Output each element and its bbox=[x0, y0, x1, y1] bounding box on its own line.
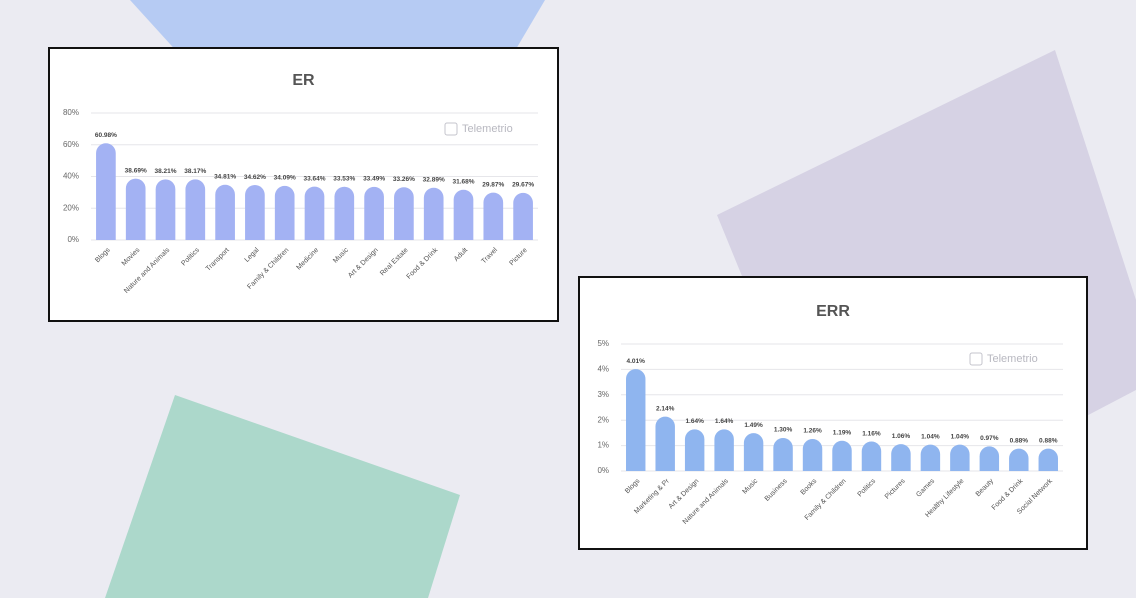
y-tick-label: 0% bbox=[67, 235, 79, 244]
value-label: 1.64% bbox=[715, 418, 734, 425]
y-tick-label: 80% bbox=[63, 108, 79, 117]
y-tick-label: 20% bbox=[63, 203, 79, 212]
value-label: 33.49% bbox=[363, 176, 385, 183]
value-label: 1.49% bbox=[744, 422, 763, 429]
value-label: 0.88% bbox=[1039, 437, 1058, 444]
value-label: 1.04% bbox=[951, 433, 970, 440]
bar bbox=[1009, 448, 1029, 471]
value-label: 2.14% bbox=[656, 405, 675, 412]
bar bbox=[245, 185, 265, 240]
value-label: 34.62% bbox=[244, 174, 266, 181]
card bbox=[48, 47, 559, 322]
bar bbox=[655, 416, 675, 471]
bar bbox=[394, 187, 414, 240]
value-label: 1.16% bbox=[862, 430, 881, 437]
value-label: 34.09% bbox=[274, 175, 296, 182]
value-label: 34.81% bbox=[214, 173, 236, 180]
value-label: 31.68% bbox=[452, 178, 474, 185]
watermark-icon bbox=[444, 122, 458, 136]
bar bbox=[453, 189, 474, 240]
value-label: 32.89% bbox=[423, 177, 445, 184]
y-tick-label: 0% bbox=[597, 466, 609, 475]
chart-title: ERR bbox=[816, 303, 850, 320]
value-label: 1.26% bbox=[803, 428, 822, 435]
bar bbox=[891, 444, 911, 471]
bar bbox=[96, 143, 116, 240]
value-label: 29.67% bbox=[512, 182, 534, 189]
bar bbox=[334, 186, 355, 240]
y-tick-label: 60% bbox=[63, 140, 79, 149]
bar bbox=[125, 178, 146, 240]
bar bbox=[626, 369, 646, 471]
bar bbox=[920, 444, 941, 471]
value-label: 29.87% bbox=[482, 181, 504, 188]
value-label: 33.64% bbox=[303, 175, 325, 182]
bar bbox=[215, 184, 235, 240]
bar bbox=[483, 192, 504, 240]
value-label: 4.01% bbox=[627, 358, 646, 365]
value-label: 1.06% bbox=[892, 433, 911, 440]
shape-green bbox=[105, 395, 460, 598]
value-label: 33.53% bbox=[333, 175, 355, 182]
watermark: Telemetrio bbox=[987, 353, 1038, 365]
bar bbox=[832, 440, 852, 471]
bar bbox=[1038, 448, 1058, 471]
y-tick-label: 2% bbox=[597, 415, 609, 424]
chart-title: ER bbox=[292, 72, 315, 89]
card bbox=[578, 276, 1088, 550]
value-label: 33.26% bbox=[393, 176, 415, 183]
bar bbox=[861, 441, 882, 471]
y-tick-label: 5% bbox=[597, 339, 609, 348]
bar bbox=[714, 429, 734, 471]
bar bbox=[423, 187, 444, 240]
bar bbox=[773, 437, 793, 471]
bar bbox=[743, 433, 764, 471]
value-label: 38.21% bbox=[154, 168, 176, 175]
y-tick-label: 4% bbox=[597, 365, 609, 374]
bar bbox=[979, 446, 1000, 471]
watermark-icon bbox=[969, 352, 983, 366]
bar bbox=[155, 179, 176, 240]
y-tick-label: 40% bbox=[63, 172, 79, 181]
y-tick-label: 3% bbox=[597, 390, 609, 399]
value-label: 1.04% bbox=[921, 433, 940, 440]
value-label: 1.64% bbox=[685, 418, 704, 425]
bar bbox=[274, 185, 295, 240]
bar bbox=[684, 429, 705, 471]
watermark: Telemetrio bbox=[462, 123, 513, 135]
value-label: 60.98% bbox=[95, 132, 117, 139]
value-label: 0.88% bbox=[1010, 437, 1029, 444]
value-label: 1.30% bbox=[774, 427, 793, 434]
bar bbox=[185, 179, 206, 240]
bar bbox=[513, 192, 533, 240]
bar bbox=[950, 444, 970, 471]
value-label: 38.69% bbox=[125, 167, 147, 174]
value-label: 38.17% bbox=[184, 168, 206, 175]
bar bbox=[304, 186, 325, 240]
value-label: 1.19% bbox=[833, 429, 852, 436]
value-label: 0.97% bbox=[980, 435, 999, 442]
bar bbox=[802, 438, 823, 471]
y-tick-label: 1% bbox=[597, 441, 609, 450]
bar bbox=[364, 186, 384, 240]
